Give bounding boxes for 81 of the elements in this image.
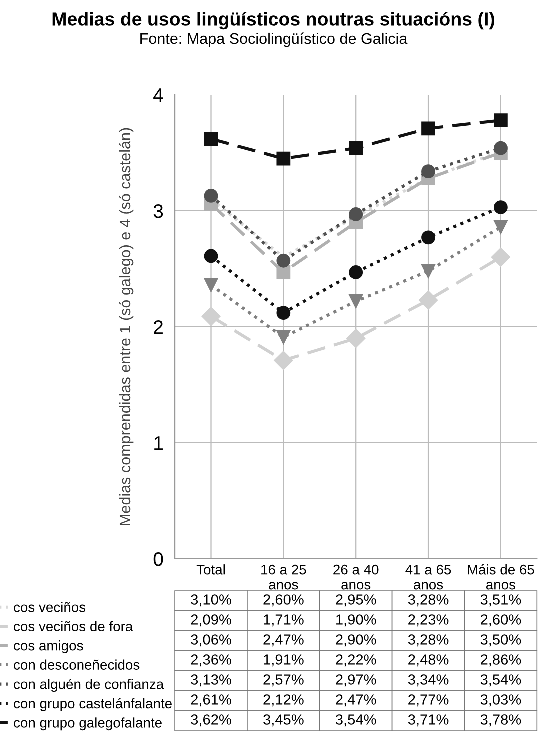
data-label: 1,90% xyxy=(336,614,376,627)
data-label: 3,51% xyxy=(480,594,522,607)
point xyxy=(276,266,291,280)
data-label: 2,95% xyxy=(336,594,376,607)
x-tick-label: 41 a 65 anos xyxy=(406,564,452,590)
data-label: 3,54% xyxy=(480,674,522,687)
legend-label: cos veciños de fora xyxy=(14,621,134,632)
chart-subtitle: Fonte: Mapa Sociolingüístico de Galicia xyxy=(140,32,408,48)
point xyxy=(276,330,291,344)
data-label: 3,62% xyxy=(191,714,232,727)
data-label: 1,91% xyxy=(264,654,304,667)
data-label: 2,12% xyxy=(264,694,304,707)
data-label: 2,09% xyxy=(191,614,232,627)
data-label: 3,54% xyxy=(336,714,376,727)
data-label: 2,36% xyxy=(191,654,232,667)
data-label: 3,71% xyxy=(408,714,449,727)
point xyxy=(349,266,364,280)
data-label: 3,10% xyxy=(191,594,232,607)
point xyxy=(204,249,218,264)
y-axis-title: Medias comprendidas entre 1 (só galego) e 4 (só castelán) xyxy=(119,128,134,526)
point xyxy=(276,152,291,166)
data-label: 3,03% xyxy=(480,694,522,707)
data-label: 2,60% xyxy=(264,594,304,607)
data-label: 2,23% xyxy=(408,614,449,627)
data-label: 3,28% xyxy=(408,634,449,647)
data-label: 3,45% xyxy=(264,714,304,727)
data-label: 2,61% xyxy=(191,694,232,707)
data-label: 2,57% xyxy=(264,674,304,687)
point xyxy=(422,230,436,245)
point xyxy=(349,208,364,222)
point xyxy=(349,141,364,156)
point xyxy=(494,114,508,128)
data-label: 2,77% xyxy=(408,694,449,707)
data-label: 2,47% xyxy=(264,634,304,647)
point xyxy=(346,329,366,348)
data-label: 2,47% xyxy=(336,694,376,707)
x-tick-label: 16 a 25 anos xyxy=(262,564,306,590)
point xyxy=(422,264,436,278)
legend-label: con desconeñecidos xyxy=(14,660,140,670)
data-label: 3,78% xyxy=(480,714,522,727)
data-label: 2,60% xyxy=(481,614,522,627)
data-label: 2,86% xyxy=(481,654,522,667)
point xyxy=(204,132,218,146)
data-label: 2,90% xyxy=(336,634,376,647)
chart-title: Medias de usos lingüísticos noutras situacións (I) xyxy=(52,12,494,30)
x-tick-label: 26 a 40 anos xyxy=(334,564,379,590)
y-tick-label: 2 xyxy=(154,320,163,334)
point xyxy=(349,294,364,308)
point xyxy=(418,290,438,310)
legend-label: cos amigos xyxy=(14,640,84,654)
legend-label: cos veciños xyxy=(14,602,86,612)
x-tick-label: Máis de 65 anos xyxy=(468,564,534,590)
point xyxy=(494,200,508,214)
point xyxy=(276,254,291,268)
point xyxy=(202,307,221,326)
point xyxy=(204,188,218,203)
point xyxy=(494,220,508,234)
point xyxy=(491,248,510,267)
legend-label: con alguén de confianza xyxy=(14,678,164,692)
point xyxy=(274,351,294,370)
data-label: 3,28% xyxy=(408,594,449,607)
x-tick-label: Total xyxy=(196,564,225,575)
y-tick-label: 1 xyxy=(154,436,163,450)
data-label: 3,34% xyxy=(408,674,449,687)
data-label: 2,48% xyxy=(408,654,449,667)
point xyxy=(422,164,436,179)
point xyxy=(422,122,436,136)
point xyxy=(494,141,508,156)
y-tick-label: 3 xyxy=(154,204,164,218)
legend-label: con grupo castelánfalante xyxy=(14,698,172,712)
data-label: 3,13% xyxy=(191,674,232,687)
point xyxy=(276,306,291,320)
data-label: 2,97% xyxy=(336,674,376,687)
data-label: 1,71% xyxy=(264,614,304,627)
data-label: 3,50% xyxy=(480,634,522,647)
point xyxy=(204,278,218,292)
data-label: 3,06% xyxy=(191,634,232,647)
y-tick-label: 4 xyxy=(154,88,164,102)
y-tick-label: 0 xyxy=(154,552,164,566)
legend-label: con grupo galegofalante xyxy=(14,718,162,731)
data-label: 2,22% xyxy=(336,654,376,667)
